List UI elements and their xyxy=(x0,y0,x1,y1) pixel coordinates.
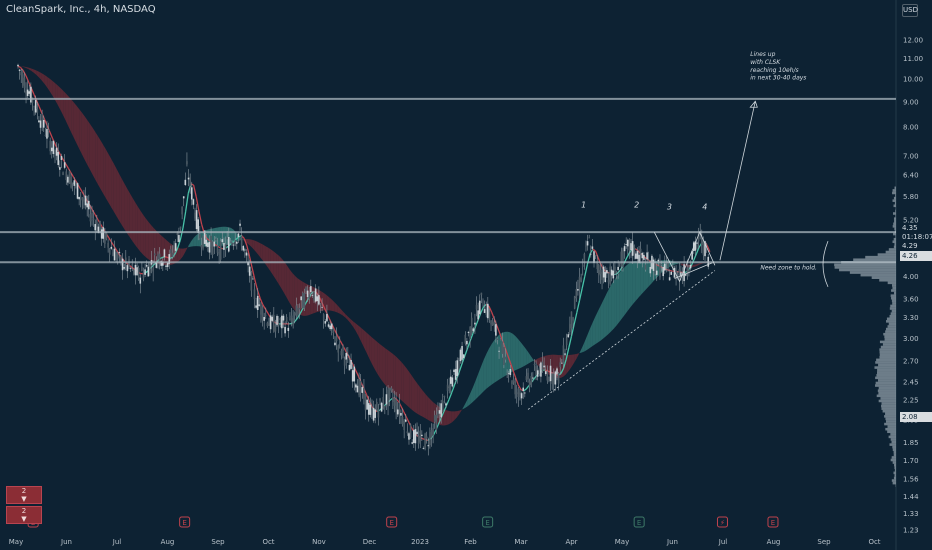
y-tick-label: 3.30 xyxy=(903,314,919,322)
y-tick-label: 10.00 xyxy=(903,76,923,84)
y-tick-label: 1.44 xyxy=(903,493,919,501)
x-tick-label: Jun xyxy=(666,538,678,546)
svg-text:E: E xyxy=(771,519,775,527)
svg-text:E: E xyxy=(485,519,489,527)
y-tick-label: 5.20 xyxy=(903,216,919,224)
candles xyxy=(17,63,710,456)
y-tick-label: 3.00 xyxy=(903,335,919,343)
x-tick-label: Aug xyxy=(767,538,781,546)
volume-profile xyxy=(834,186,896,487)
annotation-text: in next 30-40 days xyxy=(750,75,806,82)
annotation-text: reaching 10eh/s xyxy=(750,67,798,74)
y-tick-label: 7.00 xyxy=(903,152,919,160)
event-marker[interactable]: E xyxy=(482,516,494,528)
price-tag: 4.35 xyxy=(900,223,932,233)
x-tick-label: Nov xyxy=(312,538,326,546)
y-tick-label: 2.25 xyxy=(903,397,919,405)
x-tick-label: 2023 xyxy=(411,538,429,546)
price-tag: 4.26 xyxy=(900,251,932,261)
y-tick-label: 2.70 xyxy=(903,357,919,365)
x-tick-label: May xyxy=(615,538,629,546)
chevron-down-icon: ▼ xyxy=(21,515,27,523)
profile-bracket xyxy=(822,240,829,288)
y-tick-label: 1.85 xyxy=(903,439,919,447)
annotation-text: Lines up xyxy=(750,51,775,58)
y-tick-label: 2.45 xyxy=(903,378,919,386)
y-tick-label: 3.60 xyxy=(903,296,919,304)
x-tick-label: Jul xyxy=(718,538,728,546)
x-tick-label: Aug xyxy=(161,538,175,546)
y-tick-label: 1.56 xyxy=(903,476,919,484)
y-tick-label: 1.33 xyxy=(903,510,919,518)
event-marker[interactable]: E xyxy=(767,516,779,528)
currency-button[interactable]: USD xyxy=(902,4,918,17)
earnings-filter-button[interactable]: 2 ▼ xyxy=(6,506,42,524)
y-tick-label: 12.00 xyxy=(903,36,923,44)
price-tag: 01:18:07 xyxy=(900,232,932,242)
y-tick-label: 1.23 xyxy=(903,527,919,535)
x-tick-label: Mar xyxy=(514,538,527,546)
y-tick-label: 6.40 xyxy=(903,172,919,180)
svg-text:E: E xyxy=(637,519,641,527)
y-tick-label: 1.70 xyxy=(903,457,919,465)
x-tick-label: Oct xyxy=(868,538,880,546)
y-tick-label: 4.00 xyxy=(903,273,919,281)
event-marker[interactable]: E xyxy=(386,516,398,528)
event-marker[interactable]: E xyxy=(179,516,191,528)
price-tag: 4.29 xyxy=(900,241,932,251)
event-marker[interactable]: E xyxy=(633,516,645,528)
x-tick-label: Sep xyxy=(817,538,831,546)
y-tick-label: 8.00 xyxy=(903,124,919,132)
x-tick-label: Apr xyxy=(565,538,577,546)
wave-label: 1 xyxy=(581,200,586,209)
svg-text:⚡: ⚡ xyxy=(720,519,725,527)
svg-text:E: E xyxy=(389,519,393,527)
wave-label: 2 xyxy=(634,200,639,209)
x-tick-label: Jul xyxy=(112,538,122,546)
x-tick-label: Oct xyxy=(262,538,274,546)
button-count: 2 xyxy=(21,487,27,495)
svg-text:E: E xyxy=(182,519,186,527)
x-tick-label: Jun xyxy=(60,538,72,546)
button-count: 2 xyxy=(21,507,27,515)
annotation-text: Need zone to hold. xyxy=(760,264,817,271)
wave-label: 3 xyxy=(667,202,672,211)
y-tick-label: 11.00 xyxy=(903,55,923,63)
pattern-drawings[interactable] xyxy=(527,100,758,410)
y-tick-label: 9.00 xyxy=(903,98,919,106)
x-tick-label: Dec xyxy=(363,538,377,546)
x-tick-label: Sep xyxy=(211,538,225,546)
wave-label: 4 xyxy=(702,202,707,211)
price-tag: 2.08 xyxy=(900,411,932,422)
earnings-filter-button[interactable]: 2 ▼ xyxy=(6,486,42,504)
annotation-text: with CLSK xyxy=(750,59,781,66)
chevron-down-icon: ▼ xyxy=(21,495,27,503)
x-tick-label: May xyxy=(9,538,23,546)
x-tick-label: Feb xyxy=(464,538,477,546)
chart-title: CleanSpark, Inc., 4h, NASDAQ xyxy=(6,4,156,15)
event-marker[interactable]: ⚡ xyxy=(716,516,728,528)
y-tick-label: 5.80 xyxy=(903,193,919,201)
